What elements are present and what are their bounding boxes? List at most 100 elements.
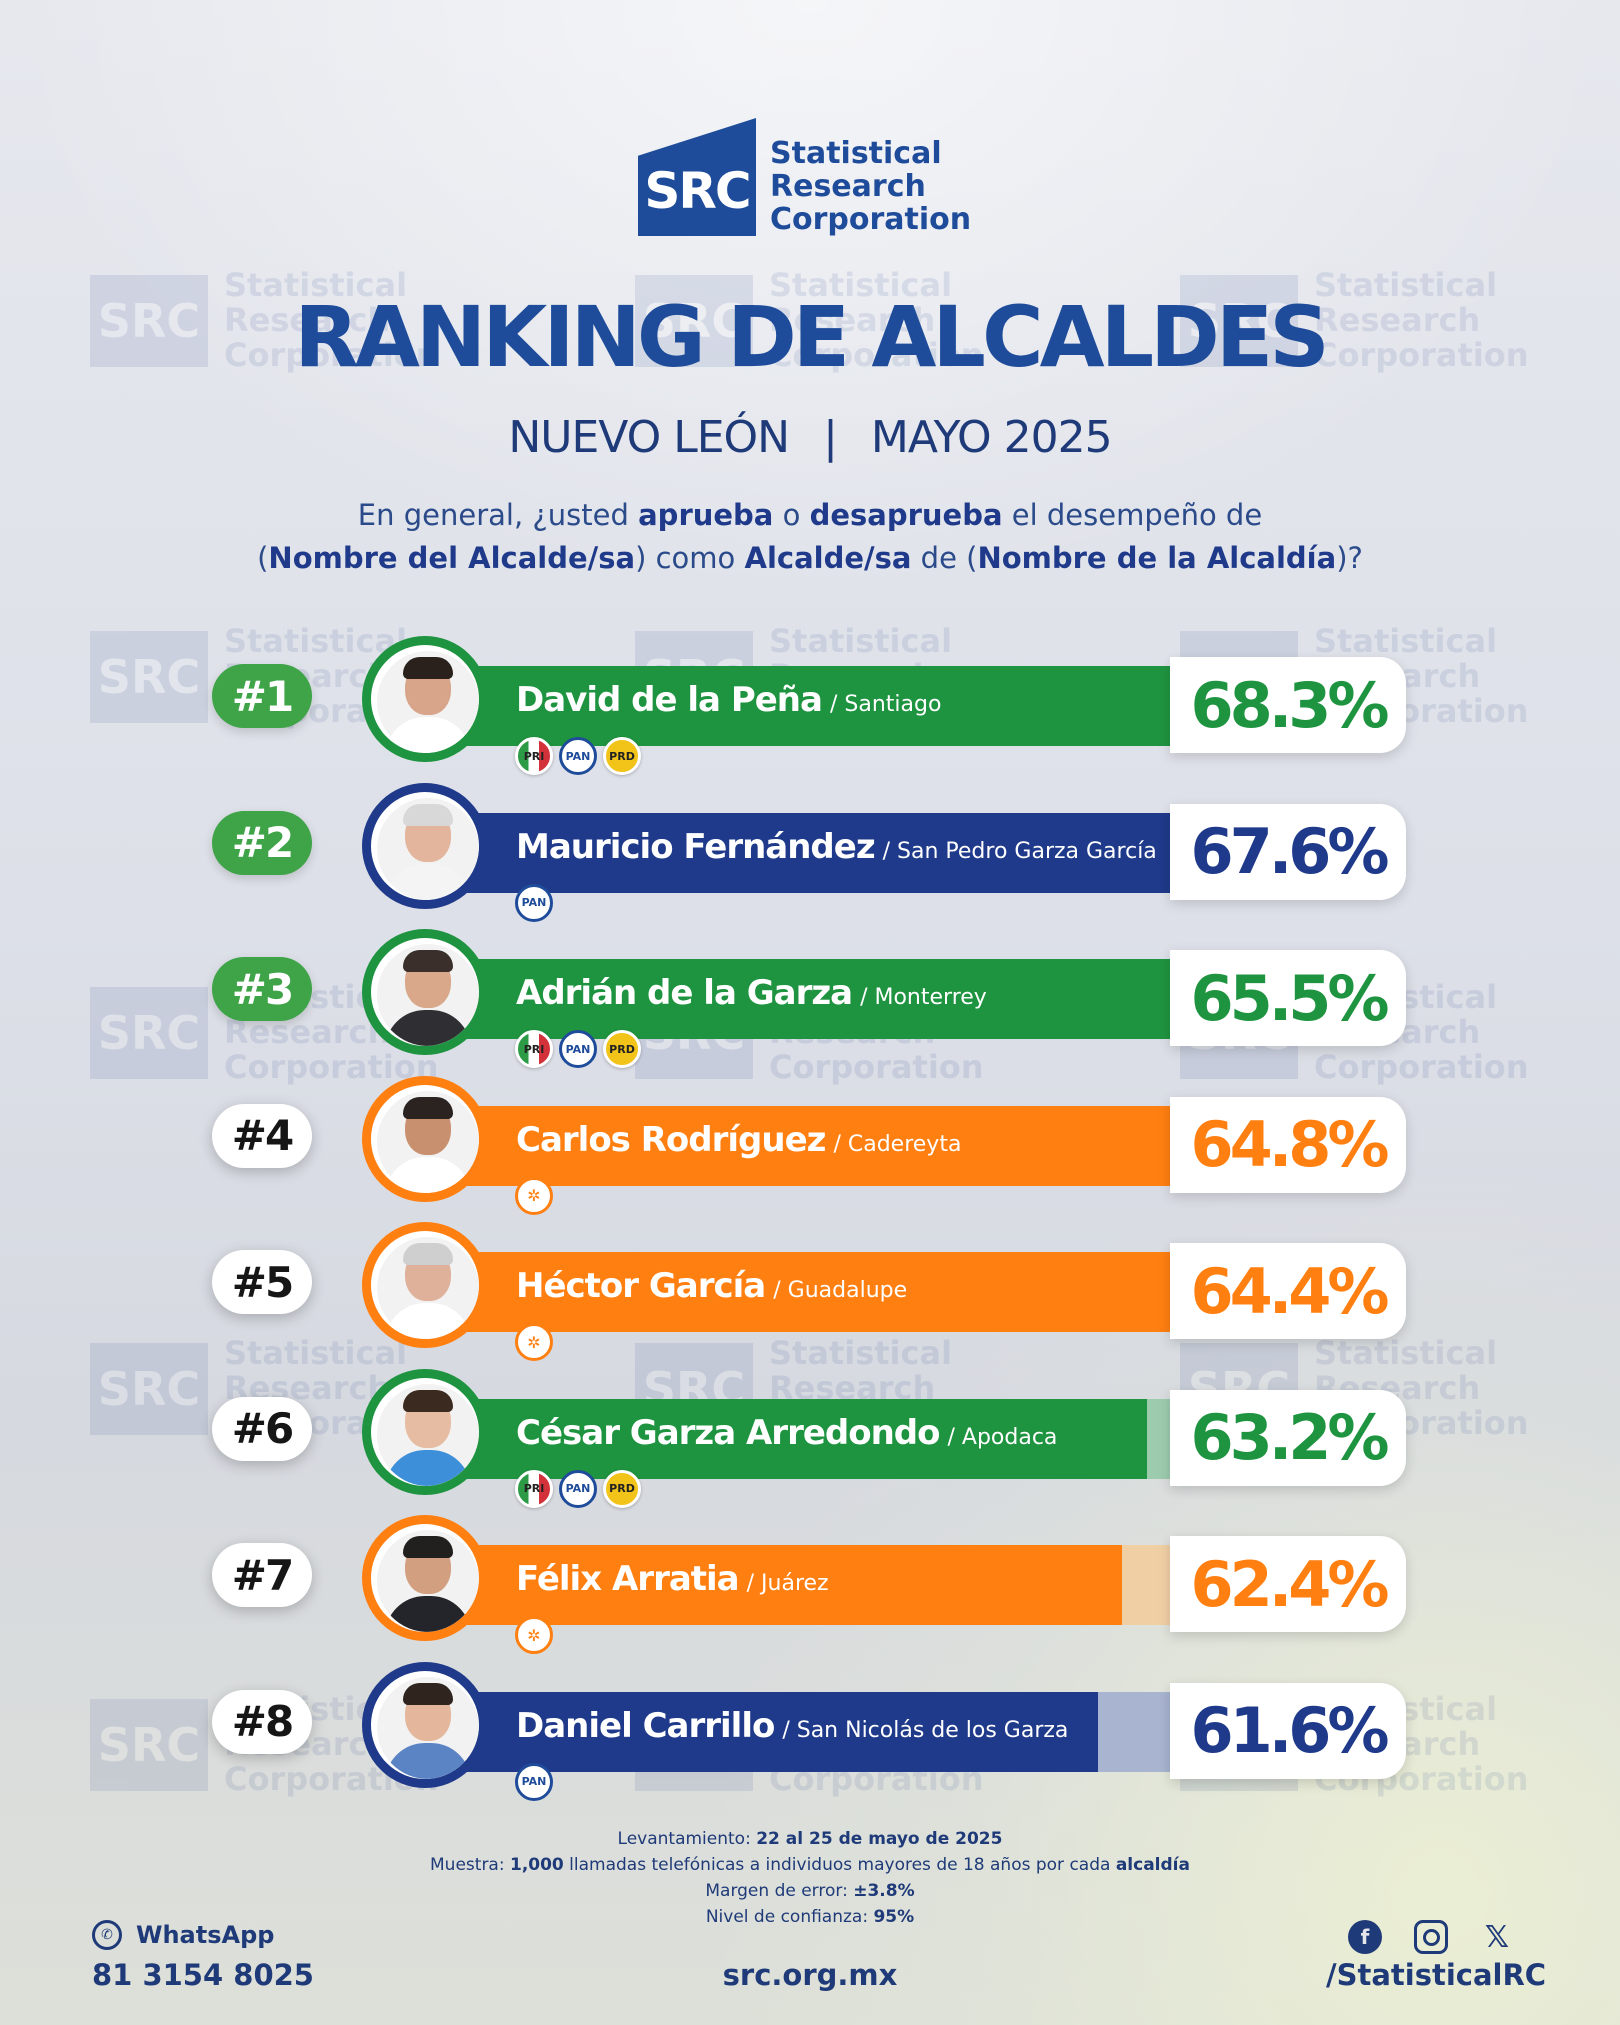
party-icons: PRI PAN PRD	[515, 1469, 647, 1508]
q-text: (	[257, 541, 269, 575]
page-title: RANKING DE ALCALDES	[294, 288, 1330, 386]
candidate-label: Adrián de la Garza / Monterrey	[516, 973, 987, 1013]
methodology-margin: Margen de error: ±3.8%	[0, 1878, 1620, 1904]
ranking-row: #2 Mauricio Fernández / San Pedro Garza Ga…	[0, 777, 1620, 922]
social-handle[interactable]: /StatisticalRC	[1326, 1958, 1547, 1992]
q-emph: aprueba	[638, 498, 774, 532]
ranking-row: #5 Héctor García / Guadalupe ✲ 64.4%	[0, 1216, 1620, 1361]
party-icons: PRI PAN PRD	[515, 737, 647, 775]
approval-value: 63.2%	[1170, 1389, 1406, 1486]
website-link[interactable]: src.org.mx	[722, 1958, 898, 1992]
rank-badge: #6	[212, 1396, 312, 1461]
pan-party-icon: PAN	[515, 1762, 553, 1801]
bar-track	[430, 666, 1170, 746]
facebook-icon[interactable]: f	[1348, 1920, 1382, 1954]
party-icons: PAN	[515, 883, 559, 922]
bar-track	[430, 812, 1170, 893]
candidate-label: Mauricio Fernández / San Pedro Garza Garc…	[516, 827, 1157, 867]
approval-value: 65.5%	[1170, 950, 1406, 1046]
candidate-name: David de la Peña	[516, 680, 823, 720]
candidate-photo	[362, 1222, 488, 1348]
bar-remainder	[1147, 1398, 1170, 1479]
bar-fill	[430, 666, 1170, 746]
q-text: el desempeño de	[1002, 498, 1263, 532]
q-emph: Nombre del Alcalde/sa	[268, 541, 636, 575]
candidate-name: Daniel Carrillo	[516, 1705, 775, 1746]
watermark-mark: SRC	[90, 274, 208, 367]
methodology-fieldwork: Levantamiento: 22 al 25 de mayo de 2025	[0, 1826, 1620, 1852]
method-label: Nivel de confianza:	[705, 1907, 874, 1927]
background-top	[0, 0, 1620, 600]
q-emph: Nombre de la Alcaldía	[977, 541, 1337, 575]
pan-party-icon: PAN	[559, 1030, 597, 1068]
candidate-name: Mauricio Fernández	[516, 826, 876, 867]
prd-party-icon: PRD	[603, 1030, 641, 1068]
rank-badge: #4	[212, 1103, 312, 1168]
municipality-name: / Santiago	[829, 692, 942, 717]
bar-track	[430, 1105, 1170, 1186]
ranking-row: #3 Adrián de la Garza / Monterrey PRI PAN PRD…	[0, 923, 1620, 1068]
candidate-label: Héctor García / Guadalupe	[516, 1266, 907, 1306]
instagram-icon[interactable]	[1414, 1920, 1448, 1954]
q-text: En general, ¿usted	[357, 498, 639, 532]
candidate-photo	[362, 636, 488, 762]
prd-party-icon: PRD	[603, 737, 641, 775]
method-text: llamadas telefónicas a individuos mayore…	[563, 1855, 1116, 1875]
q-text: o	[773, 498, 810, 532]
whatsapp-icon: ✆	[92, 1920, 122, 1950]
municipality-name: / Monterrey	[860, 985, 987, 1010]
logo-line-2: Research	[770, 169, 926, 204]
approval-value: 64.8%	[1170, 1096, 1406, 1193]
bar-track	[430, 1252, 1170, 1332]
candidate-label: César Garza Arredondo / Apodaca	[516, 1413, 1057, 1453]
region-label: NUEVO LEÓN	[508, 412, 790, 463]
bar-fill	[430, 1545, 1122, 1625]
q-text: )?	[1336, 541, 1363, 575]
candidate-label: Carlos Rodríguez / Cadereyta	[516, 1120, 961, 1160]
bar-fill	[430, 1691, 1098, 1772]
mc-party-icon: ✲	[515, 1616, 553, 1654]
candidate-label: David de la Peña / Santiago	[516, 680, 941, 720]
municipality-name: / Apodaca	[947, 1424, 1058, 1450]
candidate-label: Félix Arratia / Juárez	[516, 1559, 829, 1599]
rank-badge: #3	[212, 957, 312, 1021]
question-line-2: (Nombre del Alcalde/sa) como Alcalde/sa …	[0, 537, 1620, 580]
approval-value: 67.6%	[1170, 803, 1406, 900]
method-value: ±3.8%	[853, 1881, 915, 1901]
pri-party-icon: PRI	[515, 1469, 553, 1508]
logo-wordmark: Statistical Research Corporation	[770, 137, 971, 236]
method-label: Margen de error:	[705, 1881, 854, 1901]
mc-party-icon: ✲	[515, 1323, 553, 1361]
approval-value: 64.4%	[1170, 1243, 1406, 1339]
q-text: ) como	[635, 541, 745, 575]
bar-track	[430, 1691, 1170, 1772]
pan-party-icon: PAN	[559, 1469, 597, 1508]
rank-badge: #2	[212, 810, 312, 875]
method-value: 22 al 25 de mayo de 2025	[756, 1829, 1003, 1849]
social-icons: f 𝕏	[1348, 1919, 1514, 1955]
candidate-photo	[362, 782, 488, 909]
mc-party-icon: ✲	[515, 1176, 553, 1215]
methodology: Levantamiento: 22 al 25 de mayo de 2025 …	[0, 1826, 1620, 1930]
x-icon[interactable]: 𝕏	[1484, 1919, 1510, 1955]
candidate-name: Héctor García	[516, 1266, 766, 1306]
ranking-row: #8 Daniel Carrillo / San Nicolás de los Ga…	[0, 1656, 1620, 1801]
rank-badge: #8	[212, 1689, 312, 1754]
candidate-photo	[362, 1368, 488, 1495]
method-value: alcaldía	[1115, 1855, 1190, 1875]
whatsapp-contact[interactable]: ✆ WhatsApp	[92, 1920, 274, 1950]
bar-fill	[430, 1398, 1147, 1479]
candidate-photo	[362, 1661, 488, 1788]
q-text: de (	[911, 541, 978, 575]
ranking-row: #6 César Garza Arredondo / Apodaca PRI PAN PR…	[0, 1363, 1620, 1508]
watermark-mark: SRC	[90, 630, 208, 723]
phone-number[interactable]: 81 3154 8025	[92, 1958, 314, 1992]
candidate-photo	[362, 1515, 488, 1641]
candidate-photo	[362, 929, 488, 1055]
watermark-mark: SRC	[90, 986, 208, 1079]
logo-mark-text: SRC	[644, 162, 751, 220]
pan-party-icon: PAN	[515, 883, 553, 922]
